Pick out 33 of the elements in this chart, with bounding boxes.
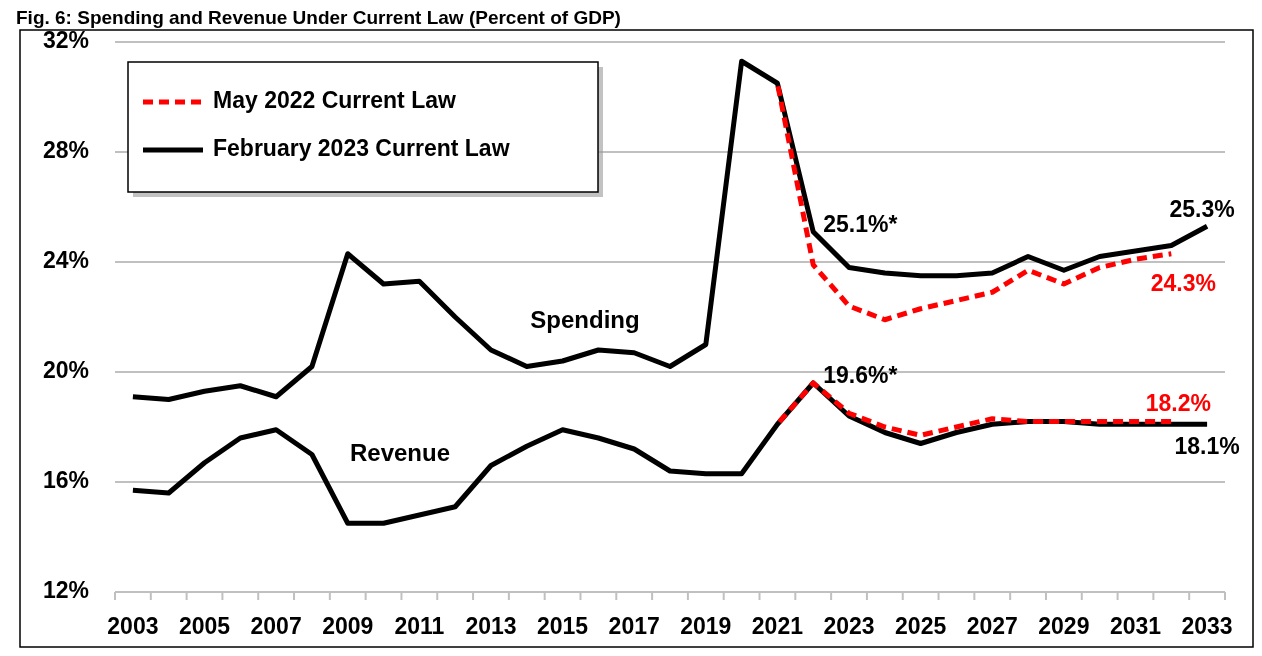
x-tick-label: 2005 [178, 613, 231, 639]
annotation: Spending [530, 306, 640, 334]
x-tick-label: 2015 [536, 613, 589, 639]
legend-label: May 2022 Current Law [213, 87, 456, 114]
chart-title: Fig. 6: Spending and Revenue Under Current Law (Percent of GDP) [16, 7, 621, 28]
data-label: 25.1%* [823, 210, 898, 237]
x-tick-label: 2003 [107, 613, 159, 639]
legend-label: February 2023 Current Law [213, 135, 510, 162]
y-tick-label: 24% [42, 247, 89, 274]
x-tick-label: 2021 [751, 613, 804, 639]
annotation: Revenue [349, 439, 451, 467]
x-tick-label: 2027 [966, 613, 1018, 639]
data-label: 18.1% [1174, 433, 1240, 460]
y-tick-label: 28% [42, 137, 89, 164]
x-tick-label: 2033 [1181, 613, 1233, 639]
x-tick-label: 2007 [250, 613, 302, 639]
x-tick-label: 2017 [608, 613, 660, 639]
x-tick-label: 2023 [823, 613, 875, 639]
data-label: 25.3% [1169, 196, 1235, 223]
data-label: 24.3% [1150, 269, 1216, 296]
data-label: 18.2% [1145, 389, 1211, 416]
y-tick-label: 20% [42, 357, 89, 384]
x-tick-label: 2009 [322, 613, 374, 639]
x-tick-label: 2013 [465, 613, 517, 639]
data-label: 19.6%* [823, 362, 898, 389]
x-tick-label: 2029 [1038, 613, 1090, 639]
x-tick-label: 2025 [895, 613, 947, 639]
x-tick-label: 2031 [1109, 613, 1162, 639]
x-tick-label: 2019 [680, 613, 732, 639]
x-tick-label: 2011 [394, 613, 445, 639]
y-tick-label: 32% [42, 27, 89, 54]
y-tick-label: 16% [42, 467, 89, 494]
y-tick-label: 12% [42, 577, 89, 604]
